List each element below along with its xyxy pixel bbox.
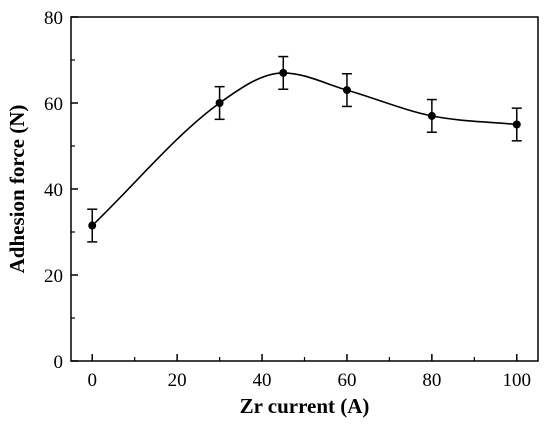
y-tick-label: 80 bbox=[44, 8, 63, 29]
series-layer bbox=[87, 55, 522, 243]
data-point bbox=[512, 120, 521, 129]
x-tick-label: 80 bbox=[422, 370, 441, 391]
y-tick-label: 60 bbox=[44, 94, 63, 115]
x-tick-label: 40 bbox=[253, 370, 272, 391]
x-tick-label: 60 bbox=[337, 370, 356, 391]
x-tick-label: 100 bbox=[503, 370, 532, 391]
x-axis-title: Zr current (A) bbox=[240, 394, 370, 418]
y-axis-title: Adhesion force (N) bbox=[5, 105, 29, 274]
y-tick-label: 20 bbox=[44, 266, 63, 287]
axes-layer: 0 20 40 60 80 100 0 20 40 60 80 bbox=[44, 8, 531, 391]
y-tick-label: 40 bbox=[44, 180, 63, 201]
data-point bbox=[427, 111, 436, 120]
y-tick-label: 0 bbox=[54, 352, 64, 373]
x-tick-label: 20 bbox=[168, 370, 187, 391]
data-point bbox=[88, 221, 97, 230]
x-tick-label: 0 bbox=[87, 370, 97, 391]
plot-frame bbox=[70, 16, 539, 362]
data-point bbox=[342, 86, 351, 95]
data-point bbox=[215, 99, 224, 107]
data-point bbox=[279, 68, 288, 77]
series-line bbox=[91, 72, 517, 227]
